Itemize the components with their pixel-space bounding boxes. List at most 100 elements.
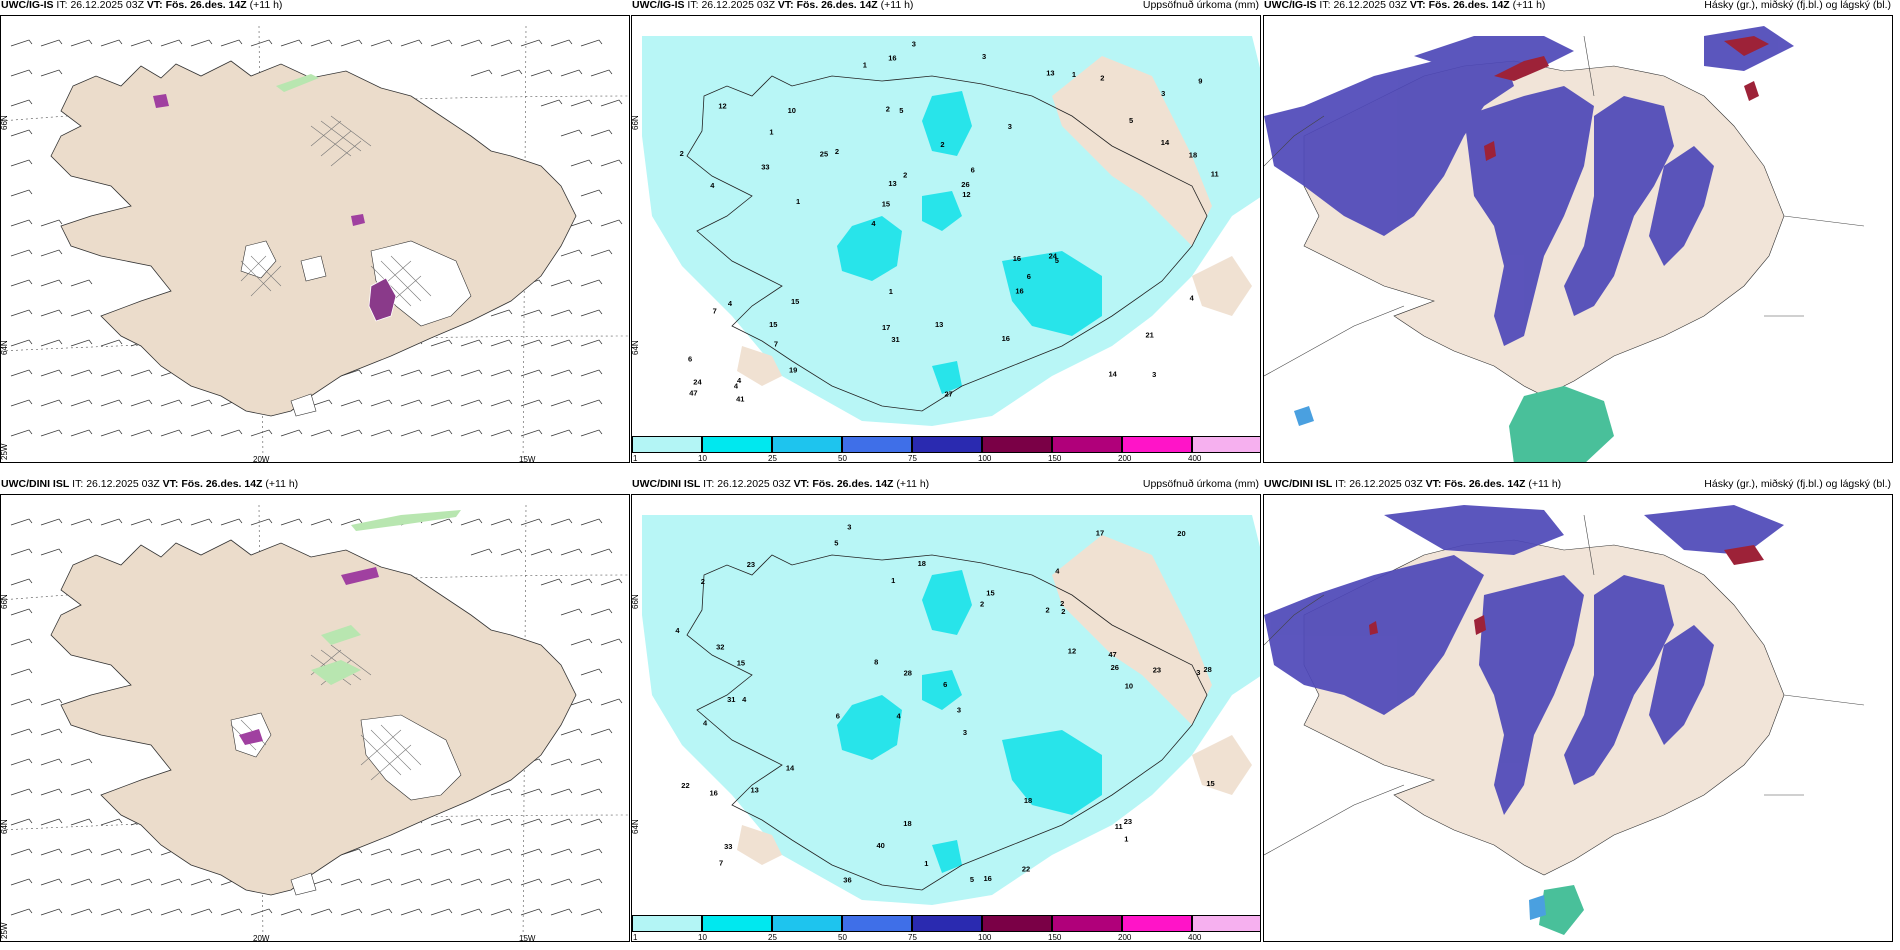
precip-value-label: 16	[888, 54, 896, 63]
precip-value-label: 25	[820, 150, 828, 159]
precip-value-label: 36	[843, 876, 851, 885]
colorbar-swatch	[842, 436, 912, 453]
precip-value-label: 15	[769, 320, 777, 329]
wind-map-svg-igis: 66N 64N 25W 20W 15W	[1, 25, 629, 463]
precip-value-label: 13	[751, 786, 759, 795]
precip-value-label: 7	[713, 307, 717, 316]
colorbar-swatch	[772, 436, 842, 453]
precip-purple	[153, 74, 397, 322]
precip-value-label: 4	[728, 299, 733, 308]
precip-value-label: 15	[791, 297, 799, 306]
colorbar-label: 200	[1118, 454, 1132, 463]
precip-field-medium	[837, 91, 1102, 394]
precip-value-label: 4	[675, 626, 680, 635]
colorbar-swatch	[1122, 915, 1192, 932]
precip-value-label: 22	[681, 781, 689, 790]
colorbar-label: 150	[1048, 454, 1062, 463]
colorbar-swatch	[632, 915, 702, 932]
precip-value-label: 11	[1115, 822, 1123, 831]
colorbar-label: 400	[1188, 933, 1202, 942]
cloud-cover-high	[1484, 36, 1769, 161]
precip-value-label: 21	[1146, 331, 1154, 340]
cloud-map-svg-dini	[1264, 505, 1865, 935]
precip-value-label: 4	[871, 219, 876, 228]
land-no-precip-west	[737, 825, 782, 865]
colorbar-label: 50	[838, 933, 847, 942]
precip-value-label: 16	[710, 789, 718, 798]
wind-precip-map-igis: 66N 64N 25W 20W 15W	[0, 15, 630, 463]
precip-value-label: 40	[877, 841, 885, 850]
cloud-cover-map-igis	[1263, 15, 1893, 463]
precip-value-label: 4	[1055, 567, 1060, 576]
precip-value-label: 9	[1198, 77, 1202, 86]
svg-text:66N: 66N	[1, 115, 9, 130]
precip-value-label: 3	[957, 706, 961, 715]
precip-value-label: 4	[710, 181, 715, 190]
precip-map-svg-igis: 3434342242675651216111614151713101315142…	[632, 36, 1260, 426]
colorbar-swatch	[842, 915, 912, 932]
precip-colorbar: 1 10 25 50 75 100 150 200 400	[632, 436, 1260, 463]
precip-value-label: 3	[1008, 122, 1012, 131]
precip-value-label: 2	[903, 170, 907, 179]
coastline	[686, 75, 1208, 412]
cloud-cover-low	[1264, 505, 1784, 815]
precip-value-label: 23	[747, 560, 755, 569]
svg-text:20W: 20W	[253, 934, 270, 942]
colorbar-swatch	[912, 915, 982, 932]
iceland-land	[50, 60, 577, 417]
svg-text:64N: 64N	[1, 819, 9, 834]
header-igis-precip: UWC/IG-IS IT: 26.12.2025 03Z VT: Fös. 26…	[632, 0, 1259, 11]
precip-value-label: 33	[761, 163, 769, 172]
colorbar-label: 75	[908, 933, 917, 942]
precip-value-label: 6	[836, 711, 840, 720]
precip-value-label: 47	[1108, 650, 1116, 659]
precip-value-label: 18	[918, 559, 926, 568]
colorbar-swatch	[1122, 436, 1192, 453]
iceland-land	[50, 539, 577, 896]
colorbar-label: 100	[978, 454, 992, 463]
precip-value-label: 15	[737, 659, 745, 668]
precip-value-label: 18	[1024, 796, 1032, 805]
colorbar-label: 50	[838, 454, 847, 463]
cloud-cover-mid	[1529, 885, 1584, 935]
land-no-precip-west	[737, 346, 782, 386]
precip-value-label: 1	[769, 128, 773, 137]
precip-value-label: 4	[737, 376, 742, 385]
precip-value-label: 13	[935, 320, 943, 329]
land-no-precip	[1052, 535, 1212, 725]
wind-precip-map-dini: 66N 64N 25W 20W 15W	[0, 494, 630, 942]
colorbar-label: 100	[978, 933, 992, 942]
svg-text:25W: 25W	[1, 443, 9, 460]
precip-value-label: 3	[982, 52, 986, 61]
precip-value-label: 41	[736, 395, 744, 404]
cloud-cover-low	[1264, 26, 1794, 346]
colorbar-swatch	[702, 436, 772, 453]
land-no-precip-east	[1192, 735, 1252, 795]
precip-value-label: 26	[1111, 663, 1119, 672]
precip-field-medium	[837, 570, 1102, 873]
precip-value-label: 3	[1196, 668, 1200, 677]
colorbar-swatch	[1192, 915, 1260, 932]
precip-value-label: 3	[847, 523, 851, 532]
precip-value-label: 47	[689, 389, 697, 398]
colorbar-swatch	[702, 915, 772, 932]
svg-text:66N: 66N	[632, 594, 640, 609]
colorbar-swatch	[1192, 436, 1260, 453]
precip-value-label: 15	[882, 200, 890, 209]
precip-value-label: 2	[1060, 599, 1064, 608]
svg-text:25W: 25W	[1, 922, 9, 939]
precip-value-label: 12	[718, 102, 726, 111]
precip-value-label: 1	[1124, 834, 1128, 843]
precip-value-label: 3	[912, 40, 916, 49]
precip-value-label: 14	[1161, 138, 1170, 147]
precip-value-label: 2	[886, 105, 890, 114]
svg-text:15W: 15W	[519, 934, 536, 942]
precip-value-label: 6	[1027, 272, 1031, 281]
precip-value-label: 3	[1161, 89, 1165, 98]
colorbar-label: 25	[768, 454, 777, 463]
svg-text:64N: 64N	[1, 340, 9, 355]
precip-value-label: 23	[1153, 665, 1161, 674]
svg-text:20W: 20W	[253, 455, 270, 463]
